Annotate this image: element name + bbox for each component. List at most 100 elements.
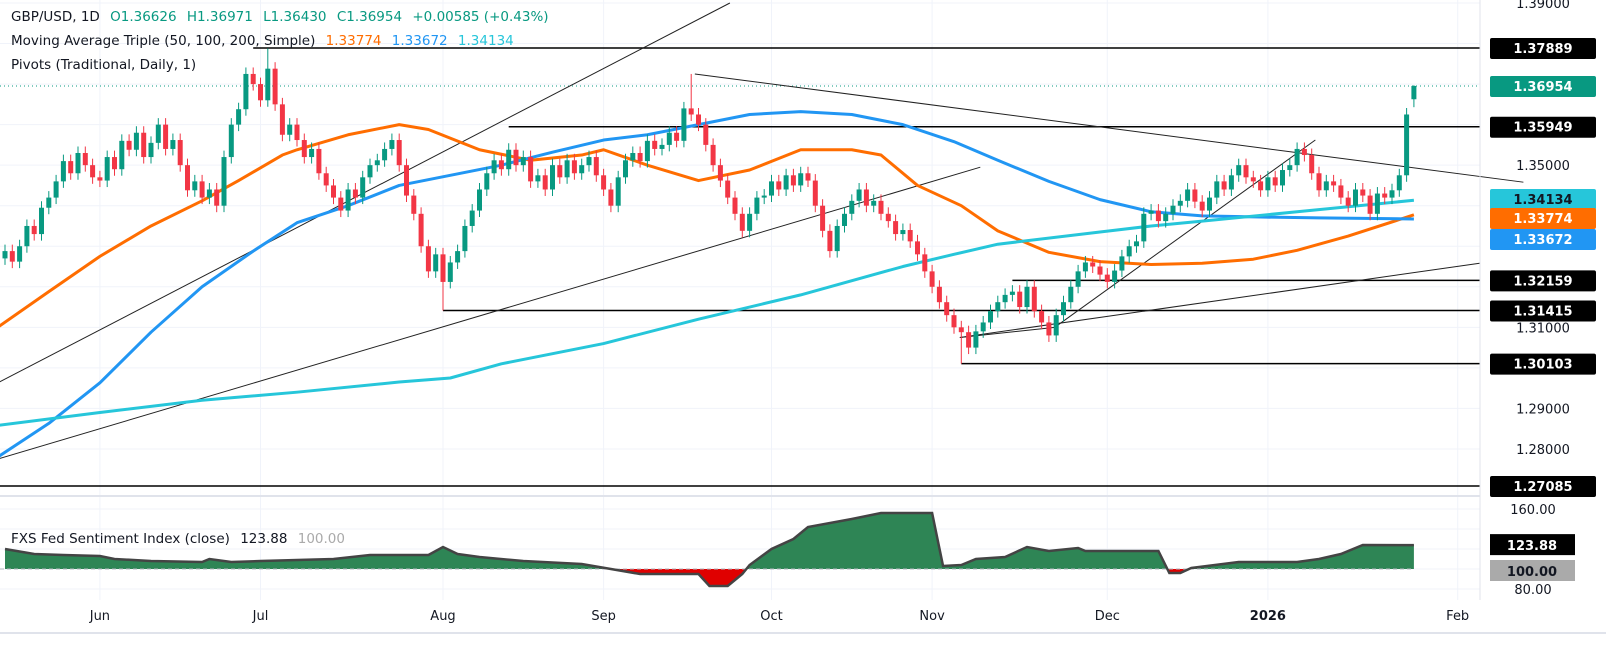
candle-body <box>367 165 373 178</box>
ma-legend[interactable]: Moving Average Triple (50, 100, 200, Sim… <box>11 33 520 49</box>
change-value: +0.00585 (+0.43%) <box>412 9 549 25</box>
candle-body <box>1141 213 1147 242</box>
price-tick-label: 1.35000 <box>1516 159 1570 174</box>
candle-body <box>177 140 183 166</box>
last-price-tag-bg <box>1490 75 1596 97</box>
candle-body <box>812 180 818 206</box>
candle-body <box>382 148 388 161</box>
candle-body <box>1214 181 1220 198</box>
candle-body <box>973 331 979 348</box>
candle-body <box>331 185 336 198</box>
candle-body <box>725 180 731 198</box>
candle-body <box>75 152 81 174</box>
sentiment-value: 123.88 <box>240 531 288 547</box>
candle-body <box>980 322 986 332</box>
candle-body <box>1119 256 1125 271</box>
candle-body <box>374 160 380 166</box>
candle-body <box>776 181 782 190</box>
candle-body <box>666 132 672 145</box>
candle-body <box>258 84 263 101</box>
pivot-price-tag: 1.30103 <box>1513 358 1572 373</box>
candle-body <box>9 251 15 262</box>
candle-body <box>966 332 972 348</box>
candle-body <box>119 140 125 170</box>
candle-body <box>623 160 628 178</box>
time-axis[interactable]: Jun Jul Aug Sep Oct Nov Dec 2026 Feb <box>89 609 1469 624</box>
candle-body <box>214 189 220 206</box>
pivot-price-tag: 1.32159 <box>1513 274 1572 289</box>
candle-body <box>1148 210 1154 214</box>
candle-body <box>564 160 570 178</box>
candle-body <box>1353 189 1358 206</box>
candle-body <box>133 132 139 150</box>
candle-body <box>1382 193 1388 198</box>
price-tick-label: 1.31000 <box>1516 321 1570 336</box>
candle-body <box>557 165 563 178</box>
ma50-price-tag: 1.33774 <box>1513 212 1572 227</box>
ma-line-ma200 <box>0 198 1415 427</box>
pivots-legend[interactable]: Pivots (Traditional, Daily, 1) <box>11 57 202 73</box>
pivot-price-tag-bg <box>1490 116 1596 138</box>
candle-body <box>637 152 643 162</box>
candle-body <box>323 173 329 186</box>
candle-body <box>411 195 417 214</box>
pivot-price-tag-bg <box>1490 476 1596 498</box>
candle-body <box>2 251 8 259</box>
candle-body <box>170 140 176 149</box>
candle-body <box>1163 213 1169 222</box>
candle-body <box>1068 286 1074 303</box>
ma100-price-tag-bg <box>1490 229 1596 250</box>
candle-body <box>783 175 789 190</box>
ma-label: Moving Average Triple (50, 100, 200, Sim… <box>11 33 316 49</box>
moving-averages <box>0 110 1415 458</box>
sentiment-legend[interactable]: FXS Fed Sentiment Index (close) 123.88 1… <box>11 531 351 547</box>
candle-body <box>732 197 738 214</box>
ma50-value: 1.33774 <box>325 33 382 49</box>
candle-body <box>243 73 249 110</box>
candle-body <box>1250 177 1256 182</box>
candle-body <box>944 302 950 316</box>
candle-body <box>915 241 920 255</box>
high-value: H1.36971 <box>186 9 253 25</box>
candle-body <box>279 104 285 135</box>
candle-body <box>988 311 993 323</box>
candle-body <box>936 286 942 303</box>
candle-body <box>790 175 796 186</box>
sentiment-tick-label: 80.00 <box>1514 583 1551 598</box>
candle-body <box>338 197 344 211</box>
ma-line-ma50 <box>0 123 1415 328</box>
symbol-legend[interactable]: GBP/USD, 1D O1.36626 H1.36971 L1.36430 C… <box>11 9 555 25</box>
candle-body <box>97 177 103 181</box>
time-tick-label: Dec <box>1095 609 1120 624</box>
candle-body <box>440 254 446 282</box>
candle-body <box>1243 165 1249 178</box>
candle-body <box>571 160 577 174</box>
candle-body <box>418 213 424 247</box>
sentiment-area-positive <box>5 513 1414 569</box>
pivot-price-tag-bg <box>1490 300 1596 322</box>
candle-body <box>287 124 293 135</box>
candle-body <box>265 68 271 101</box>
candle-body <box>593 157 599 176</box>
candle-body <box>863 189 869 206</box>
pivot-price-tag: 1.35949 <box>1513 121 1572 136</box>
candle-body <box>820 205 826 231</box>
candle-body <box>601 175 607 190</box>
candle-body <box>717 165 723 181</box>
candle-body <box>1360 189 1366 196</box>
candle-body <box>1280 170 1285 186</box>
pivot-price-tag-bg <box>1490 38 1596 60</box>
candle-body <box>907 230 913 242</box>
time-tick-label: Jul <box>252 609 269 624</box>
candle-body <box>615 177 621 206</box>
candle-body <box>550 165 555 190</box>
candle-body <box>1396 175 1402 191</box>
pivot-price-tag-bg <box>1490 353 1596 375</box>
low-value: L1.36430 <box>263 9 327 25</box>
time-tick-label: Aug <box>430 609 455 624</box>
price-axis[interactable]: 1.39000 1.35000 1.31000 1.29000 1.28000 1.378… <box>1490 0 1596 598</box>
candle-body <box>68 161 74 174</box>
candle-body <box>827 230 833 252</box>
candle-body <box>455 251 461 263</box>
